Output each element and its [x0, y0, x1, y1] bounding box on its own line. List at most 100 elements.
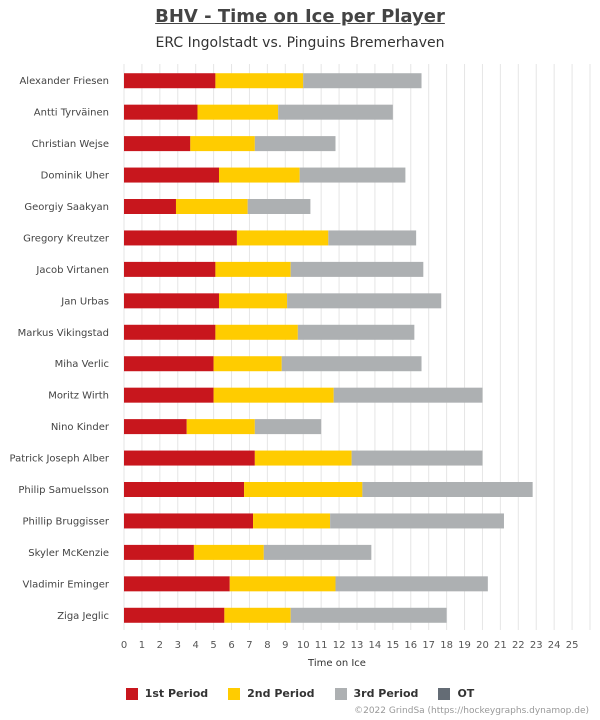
y-tick-label: Antti Tyrväinen: [34, 108, 109, 119]
x-tick-label: 8: [264, 640, 270, 651]
bar-segment: [335, 576, 488, 592]
bar-segment: [124, 513, 254, 529]
bar-segment: [193, 544, 264, 560]
bar-segment: [124, 199, 176, 214]
legend-swatch: [438, 687, 451, 700]
bar-segment: [186, 419, 255, 435]
x-tick-label: 12: [333, 640, 346, 651]
y-tick-label: Jacob Virtanen: [35, 265, 109, 276]
y-tick-label: Patrick Joseph Alber: [9, 454, 109, 465]
bar-segment: [124, 576, 230, 592]
legend-label: OT: [457, 687, 475, 700]
bar-segment: [254, 419, 322, 435]
bar-segment: [124, 356, 214, 372]
bar-segment: [281, 356, 422, 372]
legend-label: 2nd Period: [247, 687, 315, 700]
bar-segment: [290, 261, 424, 277]
x-tick-label: 6: [228, 640, 234, 651]
x-tick-label: 5: [210, 640, 216, 651]
bar-segment: [218, 167, 300, 183]
bar-segment: [299, 167, 406, 183]
bar-segment: [124, 136, 191, 152]
x-tick-label: 17: [422, 640, 435, 651]
y-tick-label: Alexander Friesen: [19, 76, 109, 87]
bar-segment: [124, 167, 219, 183]
y-tick-label: Moritz Wirth: [48, 391, 109, 402]
x-tick-label: 19: [458, 640, 471, 651]
bar-segment: [229, 576, 336, 592]
y-tick-label: Vladimir Eminger: [23, 579, 110, 590]
bar-segment: [124, 387, 214, 403]
y-tick-label: Nino Kinder: [51, 422, 110, 433]
y-tick-label: Jan Urbas: [60, 296, 109, 307]
x-tick-label: 1: [139, 640, 145, 651]
legend-item[interactable]: OT: [438, 687, 474, 700]
credit-text: ©2022 GrindSa (https://hockeygraphs.dyna…: [354, 706, 589, 716]
x-axis-label: Time on Ice: [307, 658, 366, 669]
bar-segment: [124, 419, 187, 435]
bar-segment: [215, 73, 304, 89]
bar-segment: [224, 607, 291, 623]
x-tick-label: 7: [246, 640, 252, 651]
bar-segment: [215, 324, 298, 340]
bar-segment: [362, 482, 533, 497]
legend-label: 1st Period: [144, 687, 209, 700]
x-tick-label: 24: [548, 640, 561, 651]
bar-segment: [190, 136, 255, 152]
legend-swatch: [334, 687, 347, 700]
bar-segment: [124, 261, 216, 277]
y-tick-label: Christian Wejse: [32, 139, 109, 150]
bar-segment: [124, 607, 225, 623]
bar-segment: [124, 73, 216, 89]
x-tick-label: 2: [157, 640, 163, 651]
bar-segment: [303, 73, 422, 89]
legend-label: 3rd Period: [353, 687, 419, 700]
bar-segment: [213, 387, 334, 403]
bar-segment: [287, 293, 442, 309]
bar-segment: [328, 230, 417, 246]
x-tick-label: 18: [440, 640, 453, 651]
legend-swatch: [228, 687, 241, 700]
x-tick-label: 13: [351, 640, 364, 651]
x-tick-label: 20: [476, 640, 489, 651]
y-tick-label: Gregory Kreutzer: [23, 233, 110, 244]
y-tick-label: Georgiy Saakyan: [24, 202, 109, 213]
bar-segment: [236, 230, 329, 246]
bar-segment: [124, 482, 245, 497]
y-tick-label: Philip Samuelsson: [18, 485, 109, 496]
x-tick-label: 22: [512, 640, 525, 651]
bar-segment: [254, 450, 352, 466]
bar-segment: [124, 544, 194, 560]
x-tick-label: 9: [282, 640, 288, 651]
bar-segment: [124, 324, 216, 340]
y-tick-label: Dominik Uher: [41, 171, 110, 182]
legend-item[interactable]: 1st Period: [125, 687, 209, 700]
legend-item[interactable]: 3rd Period: [334, 687, 419, 700]
legend-swatch: [125, 687, 138, 700]
y-tick-label: Miha Verlic: [55, 359, 109, 370]
bar-segment: [333, 387, 483, 403]
bar-segment: [297, 324, 415, 340]
bar-segment: [124, 230, 237, 246]
bar-segment: [254, 136, 336, 152]
bar-segment: [290, 607, 447, 623]
y-tick-label: Phillip Bruggisser: [23, 516, 110, 527]
x-tick-label: 10: [297, 640, 310, 651]
x-tick-label: 14: [369, 640, 382, 651]
x-tick-label: 11: [315, 640, 328, 651]
bar-segment: [278, 104, 393, 120]
chart-subtitle: ERC Ingolstadt vs. Pinguins Bremerhaven: [155, 35, 445, 51]
chart-legend: 1st Period 2nd Period 3rd Period OT: [0, 687, 600, 700]
x-tick-label: 16: [404, 640, 417, 651]
chart-plot-area: 0 1 2 3 4 5 6 7 8 9 10 11 12 13 14 15 16 17 18 19 20 21 22 23 24…: [9, 64, 591, 669]
bar-segment: [197, 104, 279, 120]
legend-item[interactable]: 2nd Period: [228, 687, 315, 700]
bar-segment: [175, 199, 248, 214]
bar-segment: [247, 199, 311, 214]
x-tick-label: 0: [121, 640, 127, 651]
x-tick-label: 21: [494, 640, 507, 651]
x-tick-label: 3: [175, 640, 181, 651]
bar-segment: [218, 293, 288, 309]
x-tick-label: 15: [386, 640, 399, 651]
bar-segment: [215, 261, 291, 277]
